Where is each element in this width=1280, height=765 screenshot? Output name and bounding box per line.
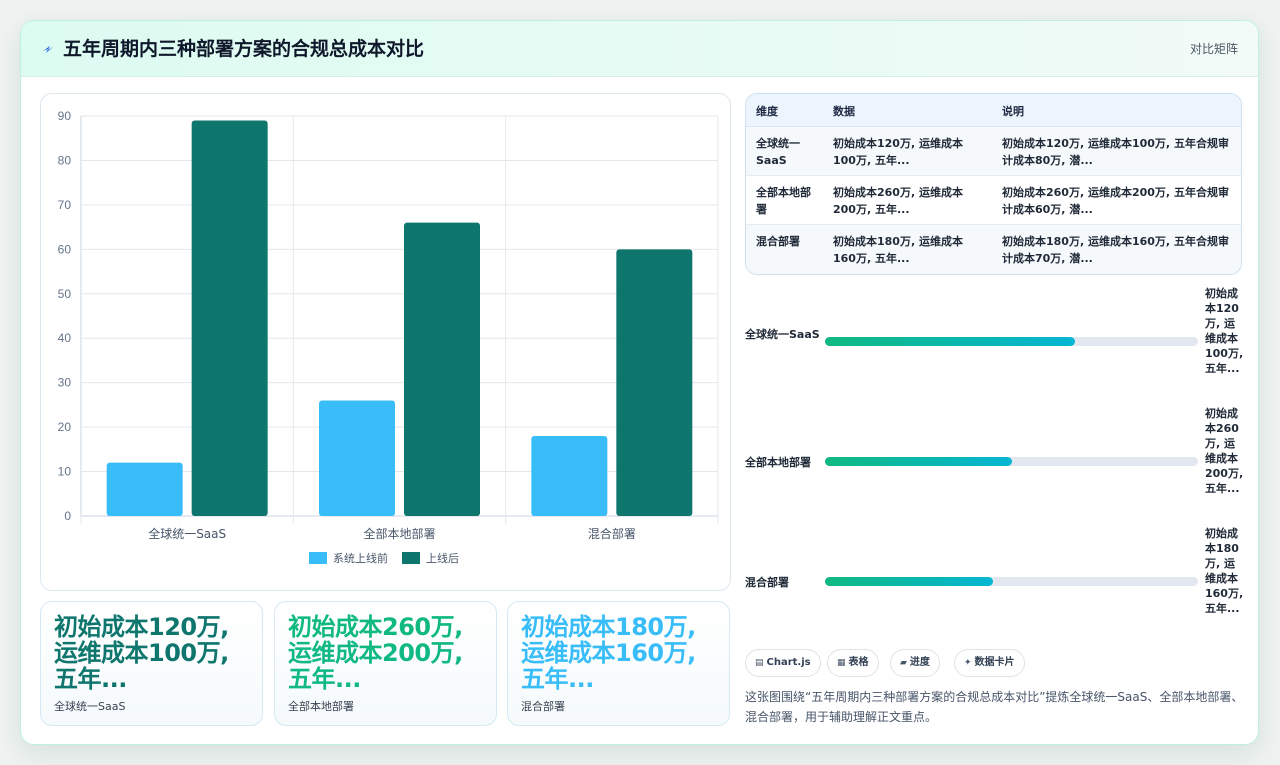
table-row: 混合部署 初始成本180万, 运维成本160万, 五年... 初始成本180万,… bbox=[746, 225, 1241, 274]
bar bbox=[319, 400, 395, 516]
column-header: 维度 bbox=[756, 105, 778, 118]
kpi-value: 初始成本260万, 运维成本200万, 五年... bbox=[288, 613, 463, 693]
bar-chart-panel: 0 10 20 30 40 50 60 70 80 90 全球统一SaaS 全部本地部署 混合部署系统上… bbox=[40, 93, 731, 591]
y-tick-label: 30 bbox=[58, 376, 72, 390]
table-cell: 全部本地部署 bbox=[756, 186, 811, 216]
bar bbox=[616, 249, 693, 517]
y-tick-label: 40 bbox=[58, 331, 72, 345]
chip-chartjs[interactable]: ▤ Chart.js bbox=[745, 649, 821, 677]
kpi-card-hybrid: 初始成本180万, 运维成本160万, 五年... 混合部署 bbox=[507, 601, 730, 726]
legend-label: 系统上线前 bbox=[333, 551, 388, 565]
progress-fill bbox=[825, 577, 993, 586]
table-cell: 初始成本180万, 运维成本160万, 五年... bbox=[833, 235, 963, 265]
bar bbox=[106, 462, 183, 516]
chip-table[interactable]: ▦ 表格 bbox=[827, 649, 879, 677]
progress-value: 初始成本180万, 运维成本160万, 五年... bbox=[1205, 527, 1244, 615]
legend-swatch bbox=[402, 552, 420, 564]
column-header: 说明 bbox=[1002, 105, 1024, 118]
x-tick-label: 全部本地部署 bbox=[363, 526, 435, 541]
bar-chart: 0 10 20 30 40 50 60 70 80 90 全球统一SaaS 全部本地部署 混合部署系统上… bbox=[58, 109, 719, 565]
progress-fill bbox=[825, 457, 1012, 466]
page-title: 五年周期内三种部署方案的合规总成本对比 bbox=[63, 38, 425, 60]
legend-swatch bbox=[309, 552, 327, 564]
table-cell: 全球统一SaaS bbox=[756, 137, 800, 167]
progress-value: 初始成本120万, 运维成本100万, 五年... bbox=[1205, 287, 1244, 375]
kpi-label: 全球统一SaaS bbox=[54, 700, 126, 713]
table-row: 全部本地部署 初始成本260万, 运维成本200万, 五年... 初始成本260… bbox=[746, 176, 1241, 225]
kpi-label: 全部本地部署 bbox=[288, 700, 354, 713]
chip-data-card[interactable]: ✦ 数据卡片 bbox=[954, 649, 1025, 677]
table-row: 全球统一SaaS 初始成本120万, 运维成本100万, 五年... 初始成本1… bbox=[746, 127, 1241, 176]
table-icon: ▦ bbox=[837, 658, 846, 668]
y-tick-label: 80 bbox=[58, 153, 72, 167]
chart-icon: ▤ bbox=[755, 658, 764, 668]
y-tick-label: 20 bbox=[58, 420, 72, 434]
table-cell: 初始成本260万, 运维成本200万, 五年... bbox=[833, 186, 963, 216]
y-tick-label: 10 bbox=[58, 465, 72, 479]
table-cell: 混合部署 bbox=[756, 235, 800, 248]
progress-label: 混合部署 bbox=[745, 576, 789, 589]
y-tick-label: 60 bbox=[58, 242, 72, 256]
bar bbox=[531, 436, 608, 516]
view-badge: 对比矩阵 bbox=[1189, 42, 1238, 56]
card-icon: ✦ bbox=[964, 658, 972, 668]
card-header: 五年周期内三种部署方案的合规总成本对比 对比矩阵 bbox=[21, 21, 1258, 77]
progress-track bbox=[825, 337, 1198, 346]
kpi-label: 混合部署 bbox=[521, 700, 565, 713]
progress-row-onprem: 全部本地部署 初始成本260万, 运维成本200万, 五年... bbox=[745, 406, 1244, 526]
table-cell: 初始成本120万, 运维成本100万, 五年合规审计成本80万, 潜... bbox=[1002, 137, 1229, 167]
y-tick-label: 90 bbox=[58, 109, 72, 123]
table-header: 维度 数据 说明 bbox=[746, 94, 1241, 127]
data-table: 维度 数据 说明 全球统一SaaS 初始成本120万, 运维成本100万, 五年… bbox=[745, 93, 1242, 275]
kpi-value: 初始成本120万, 运维成本100万, 五年... bbox=[54, 613, 229, 693]
legend-label: 上线后 bbox=[426, 551, 459, 565]
bar bbox=[404, 222, 480, 516]
kpi-value: 初始成本180万, 运维成本160万, 五年... bbox=[521, 613, 696, 693]
y-tick-label: 70 bbox=[58, 198, 72, 212]
kpi-card-saas: 初始成本120万, 运维成本100万, 五年... 全球统一SaaS bbox=[40, 601, 263, 726]
progress-icon: ▰ bbox=[900, 658, 907, 668]
column-header: 数据 bbox=[833, 105, 855, 118]
table-cell: 初始成本260万, 运维成本200万, 五年合规审计成本60万, 潜... bbox=[1002, 186, 1229, 216]
y-tick-label: 50 bbox=[58, 287, 72, 301]
chip-label: 进度 bbox=[909, 657, 930, 668]
chip-label: 表格 bbox=[848, 657, 869, 668]
lightning-icon bbox=[41, 39, 55, 59]
progress-track bbox=[825, 457, 1198, 466]
progress-value: 初始成本260万, 运维成本200万, 五年... bbox=[1205, 407, 1244, 495]
progress-row-hybrid: 混合部署 初始成本180万, 运维成本160万, 五年... bbox=[745, 526, 1244, 646]
progress-label: 全部本地部署 bbox=[745, 456, 811, 469]
progress-fill bbox=[825, 337, 1075, 346]
y-tick-label: 0 bbox=[64, 509, 71, 523]
progress-row-saas: 全球统一SaaS 初始成本120万, 运维成本100万, 五年... bbox=[745, 286, 1244, 406]
progress-label: 全球统一SaaS bbox=[745, 328, 820, 341]
chip-label: Chart.js bbox=[766, 657, 811, 668]
bar bbox=[191, 120, 268, 516]
summary-text: 这张图围绕“五年周期内三种部署方案的合规总成本对比”提炼全球统一SaaS、全部本… bbox=[745, 690, 1244, 724]
comparison-card: 五年周期内三种部署方案的合规总成本对比 对比矩阵 0 10 20 30 40 50 60 70… bbox=[20, 20, 1259, 745]
chip-progress[interactable]: ▰ 进度 bbox=[890, 649, 940, 677]
progress-track bbox=[825, 577, 1198, 586]
x-tick-label: 全球统一SaaS bbox=[148, 526, 226, 541]
chip-label: 数据卡片 bbox=[974, 657, 1015, 668]
table-cell: 初始成本180万, 运维成本160万, 五年合规审计成本70万, 潜... bbox=[1002, 235, 1229, 265]
kpi-card-onprem: 初始成本260万, 运维成本200万, 五年... 全部本地部署 bbox=[274, 601, 497, 726]
x-tick-label: 混合部署 bbox=[588, 526, 636, 541]
table-cell: 初始成本120万, 运维成本100万, 五年... bbox=[833, 137, 963, 167]
